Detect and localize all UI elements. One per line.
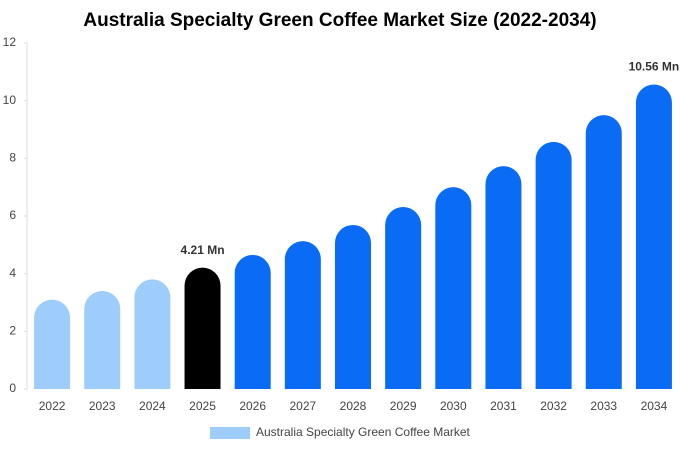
y-tick-label: 8	[9, 151, 16, 165]
x-tick-label: 2023	[89, 399, 116, 413]
x-tick-label: 2032	[540, 399, 567, 413]
x-tick-label: 2033	[590, 399, 617, 413]
y-tick-label: 6	[9, 208, 16, 222]
x-tick-label: 2031	[490, 399, 517, 413]
x-tick-label: 2024	[139, 399, 166, 413]
legend-swatch	[210, 427, 250, 439]
bar	[485, 166, 522, 389]
y-tick-label: 2	[9, 324, 16, 338]
x-tick-label: 2029	[390, 399, 417, 413]
chart-title: Australia Specialty Green Coffee Market …	[83, 10, 596, 31]
bar	[535, 141, 572, 389]
x-tick-label: 2028	[340, 399, 367, 413]
bar	[284, 241, 321, 389]
y-tick-label: 10	[3, 93, 17, 107]
bar	[84, 290, 121, 389]
bar	[184, 267, 221, 389]
x-tick-label: 2030	[440, 399, 467, 413]
legend-label: Australia Specialty Green Coffee Market	[256, 425, 471, 439]
value-label: 10.56 Mn	[629, 60, 680, 74]
x-tick-label: 2027	[289, 399, 316, 413]
bar	[635, 84, 672, 390]
bar	[585, 115, 622, 390]
bar	[335, 224, 371, 389]
y-tick-label: 0	[9, 381, 16, 395]
bar	[234, 254, 271, 389]
x-tick-label: 2025	[189, 399, 216, 413]
x-tick-label: 2022	[39, 399, 66, 413]
bar	[435, 187, 472, 389]
value-label: 4.21 Mn	[181, 243, 225, 257]
bar	[385, 207, 422, 389]
x-tick-label: 2034	[641, 399, 668, 413]
x-tick-label: 2026	[239, 399, 266, 413]
bar	[134, 279, 171, 389]
y-tick-label: 12	[3, 35, 17, 49]
bar	[34, 299, 71, 389]
y-tick-label: 4	[9, 266, 16, 280]
